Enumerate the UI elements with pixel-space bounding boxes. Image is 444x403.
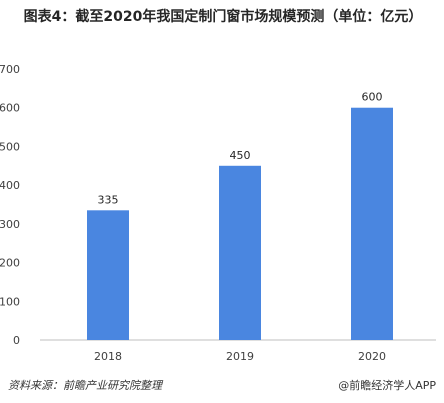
source-note: 资料来源：前瞻产业研究院整理 <box>8 379 162 392</box>
y-tick-label: 200 <box>0 257 20 270</box>
x-tick-label-2019: 2019 <box>226 350 254 363</box>
y-tick-label: 700 <box>0 63 20 76</box>
y-tick-label: 100 <box>0 295 20 308</box>
y-tick-label: 0 <box>13 334 20 347</box>
x-tick-label-2020: 2020 <box>358 350 386 363</box>
y-tick-label: 300 <box>0 218 20 231</box>
y-tick-label: 500 <box>0 140 20 153</box>
credit-text: @前瞻经济学人APP <box>338 379 436 392</box>
x-tick-label-2018: 2018 <box>94 350 122 363</box>
bar-2020 <box>351 107 393 340</box>
y-tick-label: 400 <box>0 179 20 192</box>
data-label-2019: 450 <box>230 149 251 162</box>
data-label-2018: 335 <box>98 193 119 206</box>
bar-2018 <box>87 210 129 340</box>
data-label-2020: 600 <box>362 91 383 104</box>
y-tick-label: 600 <box>0 102 20 115</box>
chart-title: 图表4：截至2020年我国定制门窗市场规模预测（单位：亿元） <box>23 9 423 25</box>
bar-2019 <box>219 165 261 340</box>
